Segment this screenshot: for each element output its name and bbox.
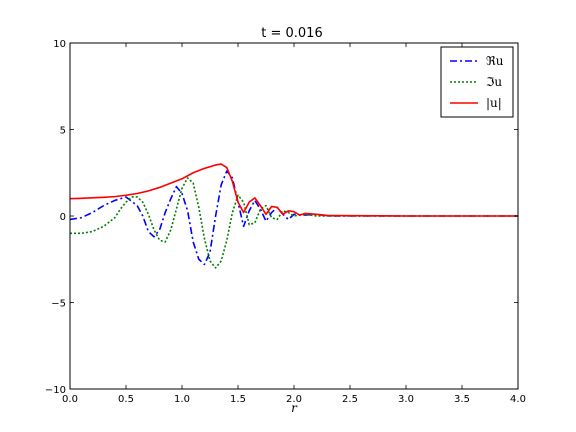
series-line-1	[70, 177, 518, 269]
x-tick-label: 3.5	[454, 394, 470, 405]
x-tick-label: 1.0	[174, 394, 190, 405]
y-tick-label: −10	[45, 385, 66, 396]
legend-frame	[440, 46, 514, 118]
y-tick-label: −5	[51, 299, 66, 310]
x-tick-label: 4.0	[510, 394, 526, 405]
y-tick-label: 10	[53, 39, 66, 50]
legend: ℜu ℑu |u|	[440, 46, 514, 118]
y-tick-label: 5	[60, 126, 66, 137]
x-tick-label: 3.0	[398, 394, 414, 405]
x-axis: 0.0 0.5 1.0 1.5 2.0 2.5 3.0 3.5 4.0	[62, 43, 526, 405]
legend-label-1: ℑu	[486, 75, 502, 89]
x-tick-label: 1.5	[230, 394, 246, 405]
legend-label-0: ℜu	[486, 54, 504, 68]
legend-label-2: |u|	[486, 96, 502, 110]
x-tick-label: 2.0	[286, 394, 302, 405]
y-tick-label: 0	[60, 212, 66, 223]
x-axis-label: r	[291, 401, 298, 415]
series-line-0	[69, 170, 518, 266]
chart-title: t = 0.016	[261, 26, 322, 41]
series-line-2	[69, 163, 518, 217]
x-tick-label: 2.5	[342, 394, 358, 405]
x-tick-label: 0.0	[62, 394, 78, 405]
x-tick-label: 0.5	[118, 394, 134, 405]
y-axis: −10 −5 0 5 10	[45, 39, 518, 396]
